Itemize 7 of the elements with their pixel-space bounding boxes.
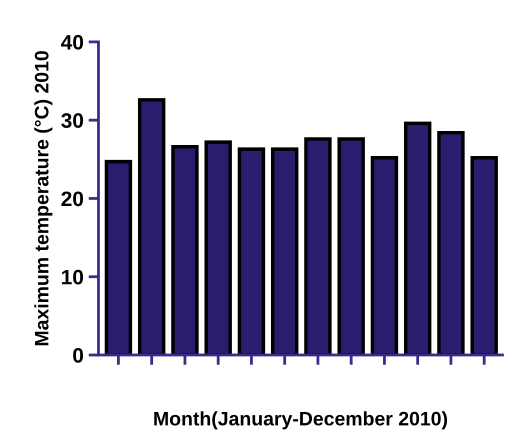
y-tick-label: 10 [62, 270, 84, 284]
y-tick-label: 20 [61, 191, 84, 206]
x-axis-title: Month(January-December 2010) [154, 411, 448, 430]
y-axis-title: Maximum temperature (°C) 2010 [34, 51, 52, 346]
y-tick-label: 30 [61, 113, 84, 128]
y-tick-label: 0 [73, 348, 84, 363]
y-tick-label: 40 [61, 34, 84, 50]
